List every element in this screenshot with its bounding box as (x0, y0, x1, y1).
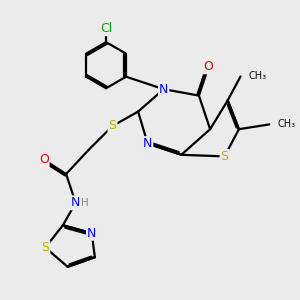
Text: S: S (220, 150, 229, 163)
Text: N: N (71, 196, 80, 209)
Text: S: S (109, 119, 116, 133)
Text: Cl: Cl (100, 22, 112, 35)
Text: O: O (39, 153, 49, 166)
Text: S: S (41, 241, 49, 254)
Text: O: O (204, 60, 214, 73)
Text: H: H (81, 198, 89, 208)
Text: CH₃: CH₃ (277, 119, 296, 129)
Text: N: N (87, 227, 96, 240)
Text: CH₃: CH₃ (248, 71, 267, 81)
Text: N: N (143, 137, 152, 150)
Text: N: N (159, 83, 168, 96)
